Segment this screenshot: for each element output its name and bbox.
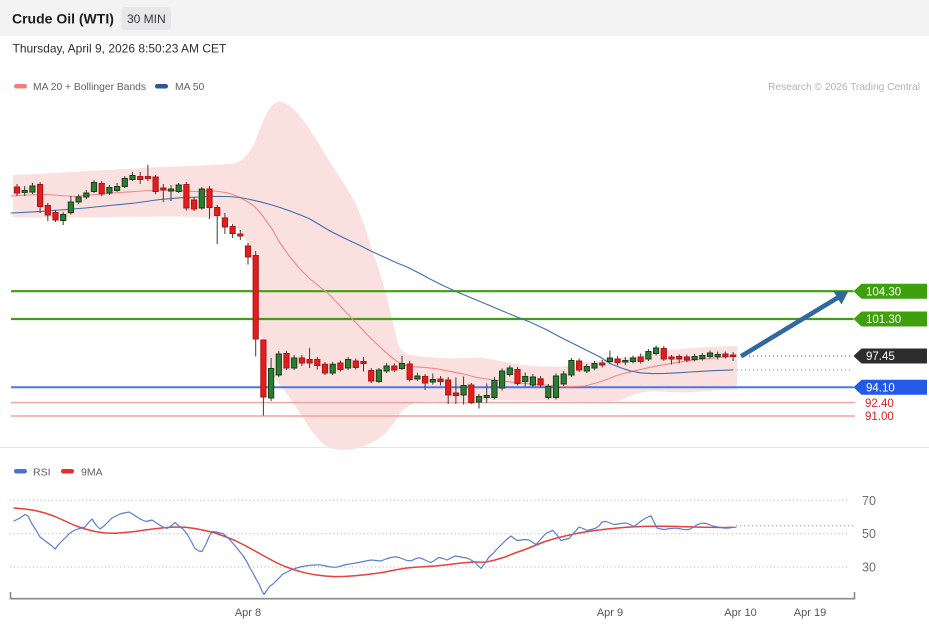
svg-text:Apr 9: Apr 9: [597, 607, 623, 619]
svg-text:Apr 10: Apr 10: [724, 607, 756, 619]
svg-text:97.45: 97.45: [866, 351, 895, 363]
svg-text:70: 70: [862, 494, 876, 508]
svg-text:Apr 8: Apr 8: [235, 607, 261, 619]
svg-text:94.10: 94.10: [866, 383, 895, 395]
svg-text:9MA: 9MA: [81, 467, 103, 479]
svg-text:101.30: 101.30: [866, 314, 901, 326]
svg-text:50: 50: [862, 527, 876, 541]
svg-text:30 MIN: 30 MIN: [127, 12, 166, 26]
svg-text:91.00: 91.00: [865, 411, 894, 423]
svg-text:MA 50: MA 50: [175, 82, 204, 93]
svg-text:104.30: 104.30: [866, 286, 901, 298]
svg-text:Thursday, April 9, 2026 8:50:2: Thursday, April 9, 2026 8:50:23 AM CET: [13, 42, 228, 56]
svg-text:Crude Oil (WTI): Crude Oil (WTI): [12, 11, 114, 27]
svg-text:RSI: RSI: [33, 467, 51, 479]
svg-text:Research © 2026 Trading Centra: Research © 2026 Trading Central: [768, 82, 920, 93]
svg-text:Apr 19: Apr 19: [794, 607, 826, 619]
svg-text:MA 20 + Bollinger Bands: MA 20 + Bollinger Bands: [33, 82, 146, 93]
svg-text:92.40: 92.40: [865, 398, 894, 410]
svg-text:30: 30: [862, 561, 876, 575]
